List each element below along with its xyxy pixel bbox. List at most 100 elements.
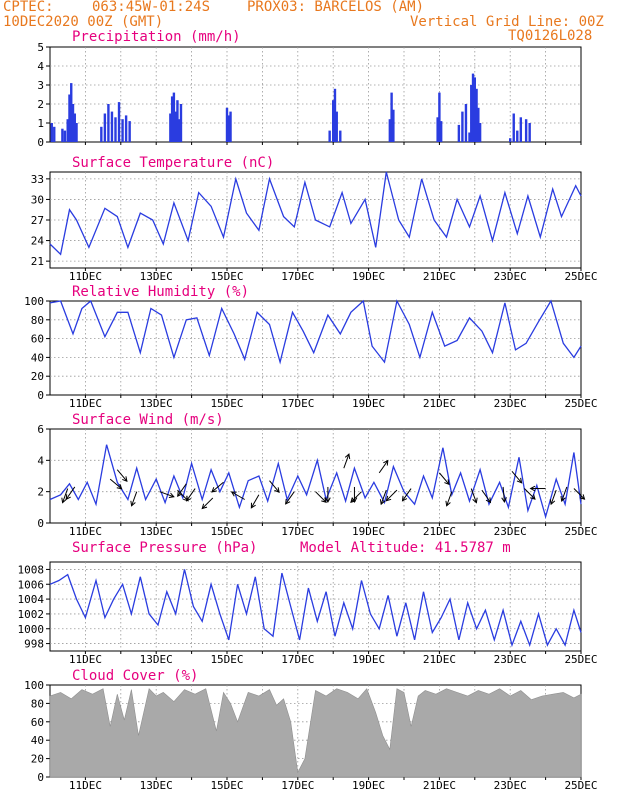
wind-arrow: [439, 472, 450, 485]
wind-arrow: [378, 460, 389, 474]
precip-bar: [524, 119, 528, 142]
wind-arrow: [481, 489, 491, 503]
wind-arrow-head: [250, 502, 256, 509]
wind-arrow-head: [516, 477, 523, 484]
wind-arrow-head: [401, 495, 408, 502]
precip-ytick-label: 3: [37, 79, 44, 92]
precip-bar: [63, 130, 67, 142]
precip-bar: [229, 111, 232, 142]
wind-arrow: [285, 491, 295, 505]
wind-arrow: [269, 480, 280, 493]
temp-xtick-label: 21DEC: [423, 270, 456, 283]
wind-arrow-head: [116, 483, 123, 490]
wind-arrow-head: [383, 459, 389, 466]
wind-arrow: [186, 488, 196, 502]
precip-ytick-label: 0: [37, 136, 44, 149]
temp-xtick-label: 13DEC: [140, 270, 173, 283]
chart-header: CPTEC: 063:45W-01:24S PROX03: BARCELOS (…: [0, 0, 618, 48]
wind-arrow: [201, 497, 214, 509]
precip-bar: [170, 96, 174, 142]
grid-note: Vertical Grid Line: 00Z: [410, 14, 604, 30]
wind-arrow-head: [350, 497, 356, 504]
precip-bar: [438, 92, 441, 142]
precip-bar: [471, 73, 475, 142]
precip-ytick-label: 2: [37, 98, 44, 111]
pres-ytick-label: 1004: [18, 593, 45, 606]
precip-bar: [227, 115, 230, 142]
rh-xtick-label: 25DEC: [564, 397, 597, 410]
precip-bar: [509, 138, 512, 142]
wind-arrow: [177, 483, 187, 497]
wind-arrow: [561, 486, 568, 502]
cloud-area: [49, 688, 582, 778]
wind-arrow-head: [501, 497, 507, 503]
pres-xtick-label: 17DEC: [281, 653, 314, 666]
pres-subtitle: Model Altitude: 41.5787 m: [300, 540, 511, 556]
temp-xtick-label: 17DEC: [281, 270, 314, 283]
precip-bar: [117, 102, 121, 142]
coordinates: 063:45W-01:24S: [92, 0, 211, 15]
cloud-ytick-label: 0: [37, 771, 44, 784]
wind-arrow-head: [130, 500, 136, 507]
wind-ytick-label: 0: [37, 517, 44, 530]
wind-frame: [49, 428, 582, 524]
precip-bar: [50, 123, 53, 142]
wind-arrow-head: [549, 499, 556, 506]
wind-arrow: [131, 491, 138, 506]
wind-xtick-label: 21DEC: [423, 525, 456, 538]
precip-bar: [388, 119, 392, 142]
model-code: TQ0126L028: [508, 28, 593, 44]
rh-title: Relative Humidity (%): [72, 284, 249, 300]
precip-frame: [49, 46, 582, 143]
precip-bar: [332, 100, 335, 142]
precip-bar: [475, 88, 478, 142]
wind-arrow-head: [379, 499, 386, 506]
pres-xtick-label: 15DEC: [210, 653, 243, 666]
rh-xtick-label: 21DEC: [423, 397, 456, 410]
wind-arrow: [211, 481, 224, 493]
wind-arrow: [550, 489, 557, 505]
wind-ytick-label: 4: [37, 454, 44, 467]
precip-bar: [470, 85, 473, 142]
wind-arrow: [573, 488, 585, 500]
precip-ytick-label: 1: [37, 117, 44, 130]
cloud-xtick-label: 21DEC: [423, 779, 456, 792]
wind-arrow-head: [325, 497, 331, 504]
precip-bar: [73, 113, 76, 142]
wind-arrow-head: [529, 485, 536, 492]
precip-bar: [390, 92, 393, 142]
precip-bar: [333, 88, 337, 142]
rh-frame: [49, 300, 582, 396]
cloud-xtick-label: 15DEC: [210, 779, 243, 792]
precip-bar: [457, 124, 461, 142]
precip-title: Precipitation (mm/h): [72, 29, 241, 45]
precip-bar: [121, 119, 124, 142]
cloud-xtick-label: 13DEC: [140, 779, 173, 792]
wind-xtick-label: 23DEC: [494, 525, 527, 538]
wind-arrow: [402, 488, 412, 502]
precip-bar: [61, 128, 64, 142]
wind-arrow: [62, 488, 69, 503]
rh-xtick-label: 17DEC: [281, 397, 314, 410]
cloud-xtick-label: 23DEC: [494, 779, 527, 792]
rh-ytick-label: 100: [24, 295, 44, 308]
wind-ytick-label: 2: [37, 486, 44, 499]
precip-bar: [477, 107, 480, 142]
pres-xtick-label: 25DEC: [564, 653, 597, 666]
pres-xtick-label: 11DEC: [69, 653, 102, 666]
cloud-ytick-label: 60: [31, 716, 44, 729]
wind-xtick-label: 17DEC: [281, 525, 314, 538]
precip-bar: [392, 109, 395, 142]
wind-arrow-head: [579, 494, 586, 500]
precip-bar: [169, 113, 172, 142]
precip-bar: [439, 121, 443, 142]
temp-ytick-label: 21: [31, 255, 44, 268]
wind-arrow-head: [177, 491, 183, 497]
temp-xtick-label: 25DEC: [564, 270, 597, 283]
precip-ytick-label: 4: [37, 60, 44, 73]
precip-ytick-label: 5: [37, 41, 44, 54]
precip-bar: [176, 100, 179, 142]
precip-bar: [478, 123, 482, 142]
temp-ytick-label: 24: [31, 235, 45, 248]
